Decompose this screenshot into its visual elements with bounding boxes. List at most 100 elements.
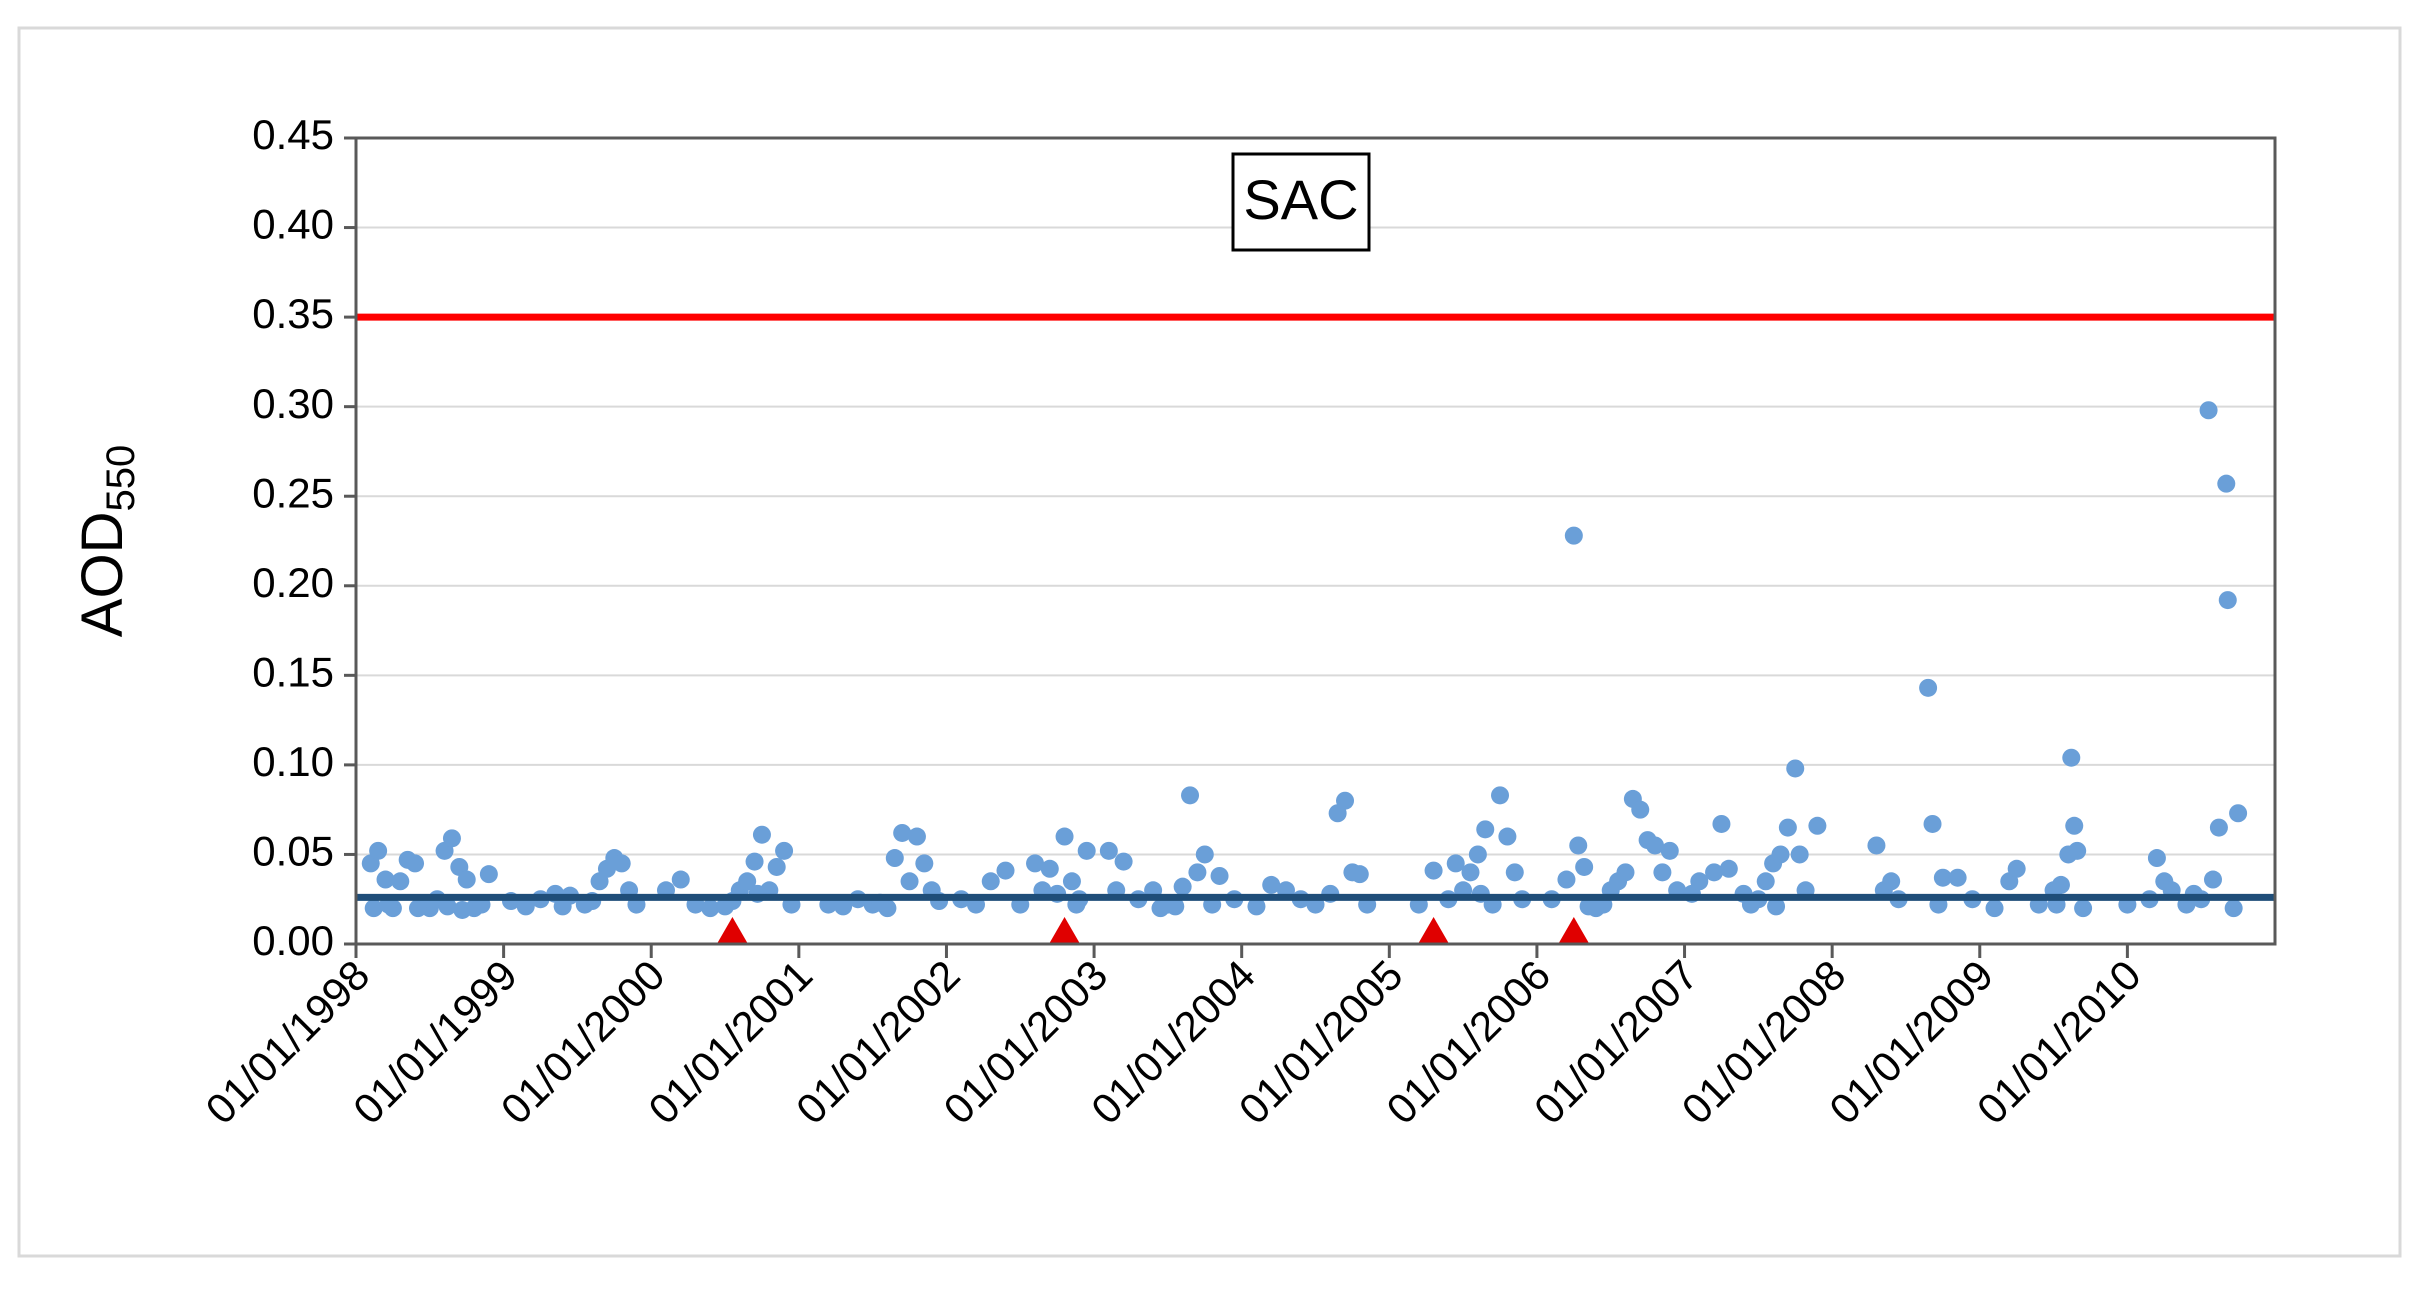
data-point bbox=[1557, 870, 1576, 889]
data-point bbox=[885, 849, 904, 868]
data-point bbox=[1712, 814, 1731, 833]
data-point bbox=[1767, 897, 1786, 916]
data-point bbox=[1099, 841, 1118, 860]
y-tick-label: 0.10 bbox=[252, 738, 334, 785]
data-point bbox=[457, 870, 476, 889]
data-point bbox=[1247, 897, 1266, 916]
data-point bbox=[1055, 827, 1074, 846]
data-point bbox=[767, 857, 786, 876]
data-point bbox=[1579, 897, 1598, 916]
data-point bbox=[1077, 841, 1096, 860]
data-point bbox=[1616, 863, 1635, 882]
data-point bbox=[1882, 872, 1901, 891]
y-tick-label: 0.40 bbox=[252, 201, 334, 248]
data-point bbox=[2204, 870, 2223, 889]
data-point bbox=[1166, 897, 1185, 916]
data-point bbox=[2224, 899, 2243, 918]
data-point bbox=[1867, 836, 1886, 855]
data-point bbox=[2007, 859, 2026, 878]
data-point bbox=[1446, 854, 1465, 873]
data-point bbox=[1210, 866, 1229, 885]
plot-frame bbox=[354, 136, 2277, 946]
y-tick-label: 0.20 bbox=[252, 559, 334, 606]
data-point bbox=[2062, 748, 2081, 767]
data-point bbox=[1778, 818, 1797, 837]
data-point bbox=[553, 897, 572, 916]
y-tick-label: 0.45 bbox=[252, 111, 334, 158]
data-point bbox=[1631, 800, 1650, 819]
data-point bbox=[1569, 836, 1588, 855]
data-point bbox=[391, 872, 410, 891]
data-point bbox=[2051, 875, 2070, 894]
data-point bbox=[1181, 786, 1200, 805]
data-point bbox=[479, 865, 498, 884]
data-point bbox=[1690, 872, 1709, 891]
data-point bbox=[1786, 759, 1805, 778]
data-point bbox=[2229, 804, 2248, 823]
data-point bbox=[996, 861, 1015, 880]
data-point bbox=[376, 870, 395, 889]
data-point bbox=[701, 899, 720, 918]
data-point bbox=[1923, 814, 1942, 833]
event-marker bbox=[1558, 917, 1589, 943]
data-point bbox=[1040, 859, 1059, 878]
data-point bbox=[981, 872, 1000, 891]
data-point bbox=[2199, 401, 2218, 420]
data-point bbox=[1653, 863, 1672, 882]
data-point bbox=[1933, 868, 1952, 887]
y-tick-label: 0.25 bbox=[252, 469, 334, 516]
data-point bbox=[1756, 872, 1775, 891]
data-point bbox=[369, 841, 388, 860]
data-point bbox=[1575, 857, 1594, 876]
y-tick-label: 0.30 bbox=[252, 380, 334, 427]
data-point bbox=[907, 827, 926, 846]
data-point bbox=[2068, 841, 2087, 860]
data-point bbox=[364, 899, 383, 918]
chart-title: SAC bbox=[1243, 168, 1358, 231]
data-point bbox=[738, 872, 757, 891]
data-point bbox=[1195, 845, 1214, 864]
y-axis-label-main: AOD bbox=[70, 512, 135, 638]
data-point bbox=[1919, 678, 1938, 697]
data-point bbox=[1771, 845, 1790, 864]
data-point bbox=[453, 900, 472, 919]
data-point bbox=[1660, 841, 1679, 860]
data-point bbox=[893, 823, 912, 842]
data-point bbox=[1476, 820, 1495, 839]
y-tick-label: 0.15 bbox=[252, 648, 334, 695]
data-point bbox=[1336, 791, 1355, 810]
data-point bbox=[1719, 859, 1738, 878]
event-marker bbox=[717, 917, 748, 943]
data-point bbox=[752, 825, 771, 844]
data-point bbox=[408, 899, 427, 918]
data-point bbox=[1491, 786, 1510, 805]
data-point bbox=[1062, 872, 1081, 891]
data-point bbox=[1173, 877, 1192, 896]
data-point bbox=[2218, 591, 2237, 610]
data-point bbox=[1498, 827, 1517, 846]
y-axis-label: AOD550 bbox=[70, 445, 143, 637]
marks bbox=[356, 313, 2275, 943]
data-point bbox=[1350, 865, 1369, 884]
data-point bbox=[1564, 526, 1583, 545]
event-marker bbox=[1049, 917, 1080, 943]
chart-border bbox=[17, 26, 2402, 1258]
data-point bbox=[2074, 899, 2093, 918]
data-point bbox=[438, 897, 457, 916]
data-point bbox=[900, 872, 919, 891]
data-point bbox=[915, 854, 934, 873]
data-point bbox=[2217, 474, 2236, 493]
data-point bbox=[745, 852, 764, 871]
data-point bbox=[1985, 899, 2004, 918]
data-point bbox=[516, 897, 535, 916]
data-point bbox=[1790, 845, 1809, 864]
data-point bbox=[671, 870, 690, 889]
title-box bbox=[1231, 152, 1371, 252]
y-axis-label-subscript: 550 bbox=[99, 445, 143, 512]
y-tick-label: 0.05 bbox=[252, 828, 334, 875]
data-point bbox=[1188, 863, 1207, 882]
data-point bbox=[1808, 816, 1827, 835]
data-point bbox=[1705, 863, 1724, 882]
data-point bbox=[1461, 863, 1480, 882]
